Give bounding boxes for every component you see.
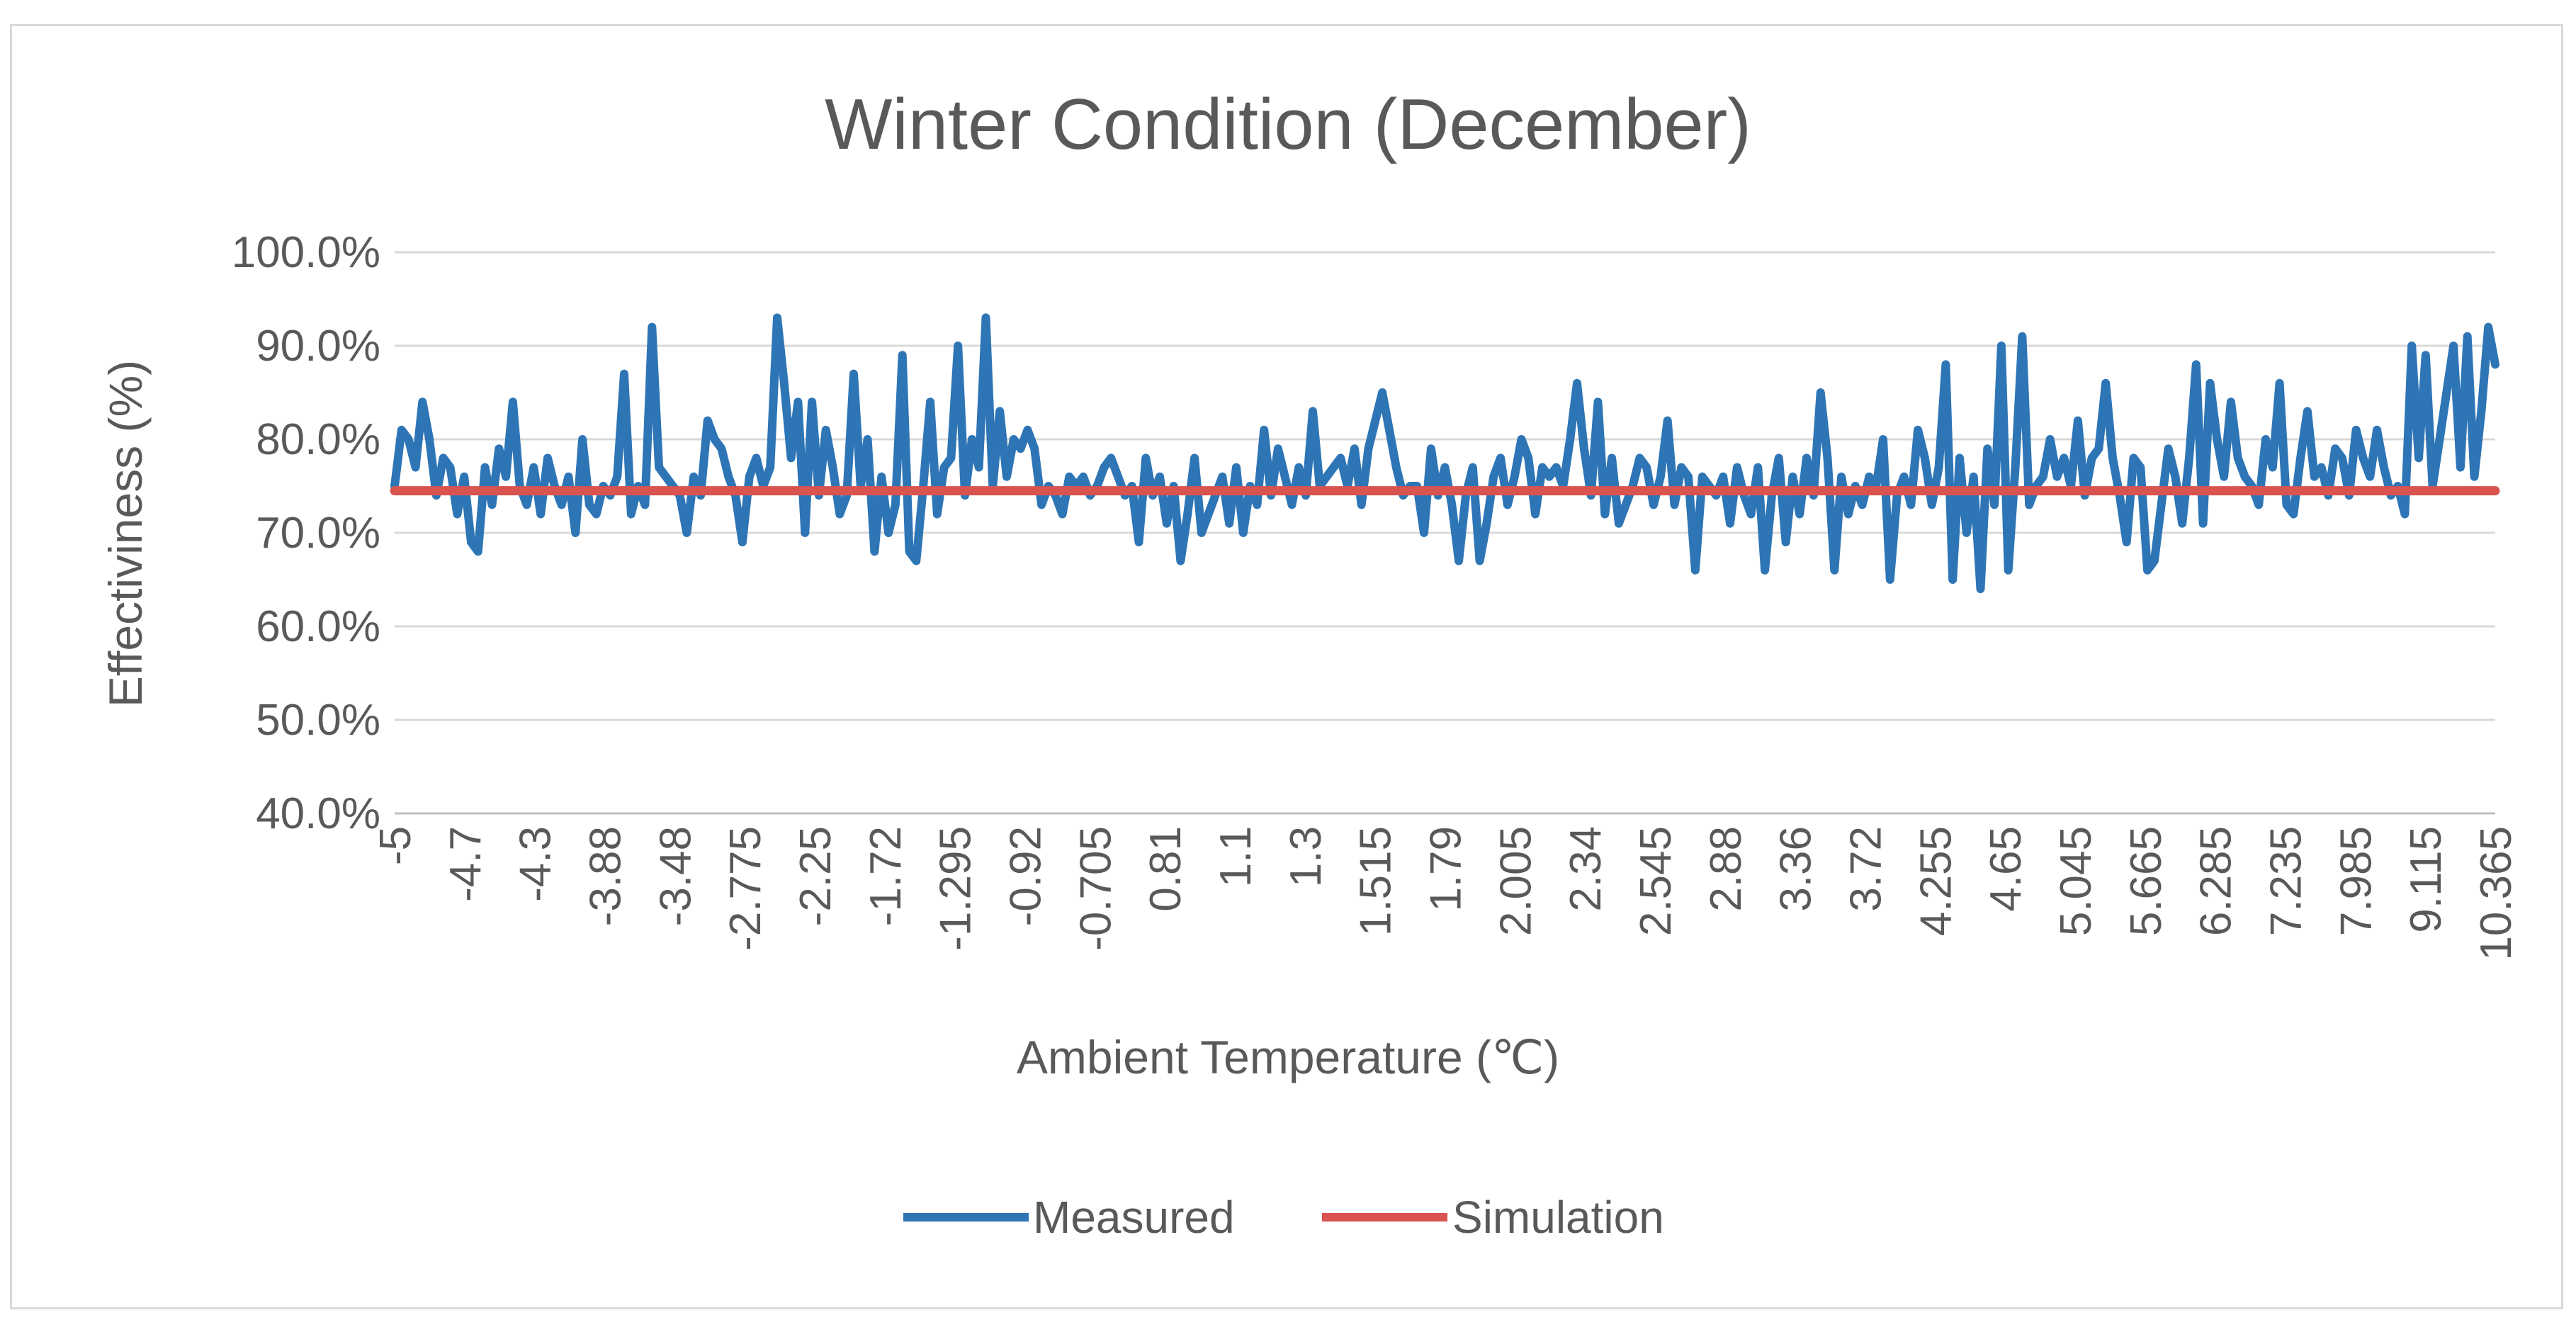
x-tick-label: 1.79 [1422, 826, 1471, 912]
x-tick-label: 2.34 [1561, 826, 1610, 912]
x-tick-label: 7.985 [2332, 826, 2380, 936]
x-tick-label: 9.115 [2402, 826, 2451, 933]
y-tick-label: 50.0% [256, 696, 380, 745]
x-tick-label: 3.72 [1842, 826, 1891, 912]
x-tick-label: 0.81 [1141, 826, 1190, 912]
x-tick-label: 7.235 [2262, 826, 2311, 936]
y-axis-label: Effectiviness (%) [99, 360, 152, 707]
x-tick-label: -0.92 [1002, 826, 1051, 926]
gridlines [395, 251, 2495, 815]
x-tick-label: -1.295 [932, 826, 981, 951]
x-tick-label: 6.285 [2192, 826, 2241, 936]
x-tick-label: 3.36 [1772, 826, 1821, 912]
legend-label-simulation: Simulation [1452, 1192, 1664, 1243]
x-tick-label: 4.65 [1982, 826, 2030, 912]
x-axis-ticks: -5 -4.7 -4.3 -3.88 -3.48 -2.775 -2.25 -1.72 -1.2… [371, 826, 2521, 961]
x-tick-label: 1.515 [1352, 826, 1401, 936]
chart-title: Winter Condition (December) [825, 85, 1751, 164]
y-axis-ticks: 100.0% 90.0% 80.0% 70.0% 60.0% 50.0% 40.0% [232, 228, 380, 838]
x-tick-label: -2.25 [791, 826, 840, 926]
x-tick-label: -4.3 [512, 826, 560, 902]
x-tick-label: -0.705 [1071, 826, 1120, 951]
y-tick-label: 80.0% [256, 415, 380, 464]
x-tick-label: -3.48 [651, 826, 700, 926]
x-tick-label: 5.665 [2122, 826, 2171, 936]
legend: Measured Simulation [903, 1192, 1664, 1243]
x-tick-label: -5 [371, 826, 420, 865]
y-tick-label: 100.0% [232, 228, 380, 277]
x-tick-label: 2.545 [1632, 826, 1680, 936]
legend-label-measured: Measured [1033, 1192, 1235, 1243]
x-tick-label: 10.365 [2472, 826, 2521, 961]
x-tick-label: 2.005 [1491, 826, 1540, 936]
x-tick-label: 4.255 [1911, 826, 1960, 936]
x-tick-label: 2.88 [1702, 826, 1751, 912]
y-tick-label: 90.0% [256, 322, 380, 371]
chart-frame [10, 24, 2563, 1309]
x-tick-label: 5.045 [2052, 826, 2101, 936]
y-tick-label: 70.0% [256, 509, 380, 558]
x-tick-label: -2.775 [721, 826, 770, 951]
x-tick-label: -4.7 [441, 826, 490, 902]
x-tick-label: -3.88 [582, 826, 631, 926]
y-tick-label: 40.0% [256, 789, 380, 838]
x-tick-label: -1.72 [862, 826, 910, 926]
x-axis-label: Ambient Temperature (℃) [1017, 1031, 1559, 1083]
x-tick-label: 1.1 [1211, 826, 1260, 887]
x-tick-label: 1.3 [1282, 826, 1331, 887]
y-tick-label: 60.0% [256, 602, 380, 651]
series-line-measured [390, 313, 2499, 594]
series-lines [390, 313, 2500, 594]
